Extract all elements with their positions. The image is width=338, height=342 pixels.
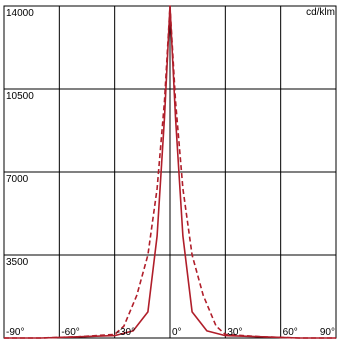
- tick-labels: 3500 7000 10500 14000 -90° -60° -30° 0° 30° 60° 90…: [6, 8, 335, 338]
- x-tick-label: -60°: [61, 327, 79, 338]
- x-tick-label: 0°: [172, 327, 182, 338]
- x-tick-label: 90°: [320, 327, 335, 338]
- x-tick-label: -90°: [6, 327, 24, 338]
- series-group: [4, 5, 336, 339]
- series-line-dashed: [4, 5, 336, 339]
- grid: [3, 5, 337, 339]
- unit-label: cd/klm: [306, 7, 335, 18]
- y-tick-label: 14000: [6, 8, 34, 19]
- x-tick-label: 60°: [283, 327, 298, 338]
- x-tick-label: -30°: [117, 327, 135, 338]
- x-tick-label: 30°: [227, 327, 242, 338]
- y-tick-label: 3500: [6, 257, 29, 268]
- y-tick-label: 10500: [6, 91, 34, 102]
- y-tick-label: 7000: [6, 174, 29, 185]
